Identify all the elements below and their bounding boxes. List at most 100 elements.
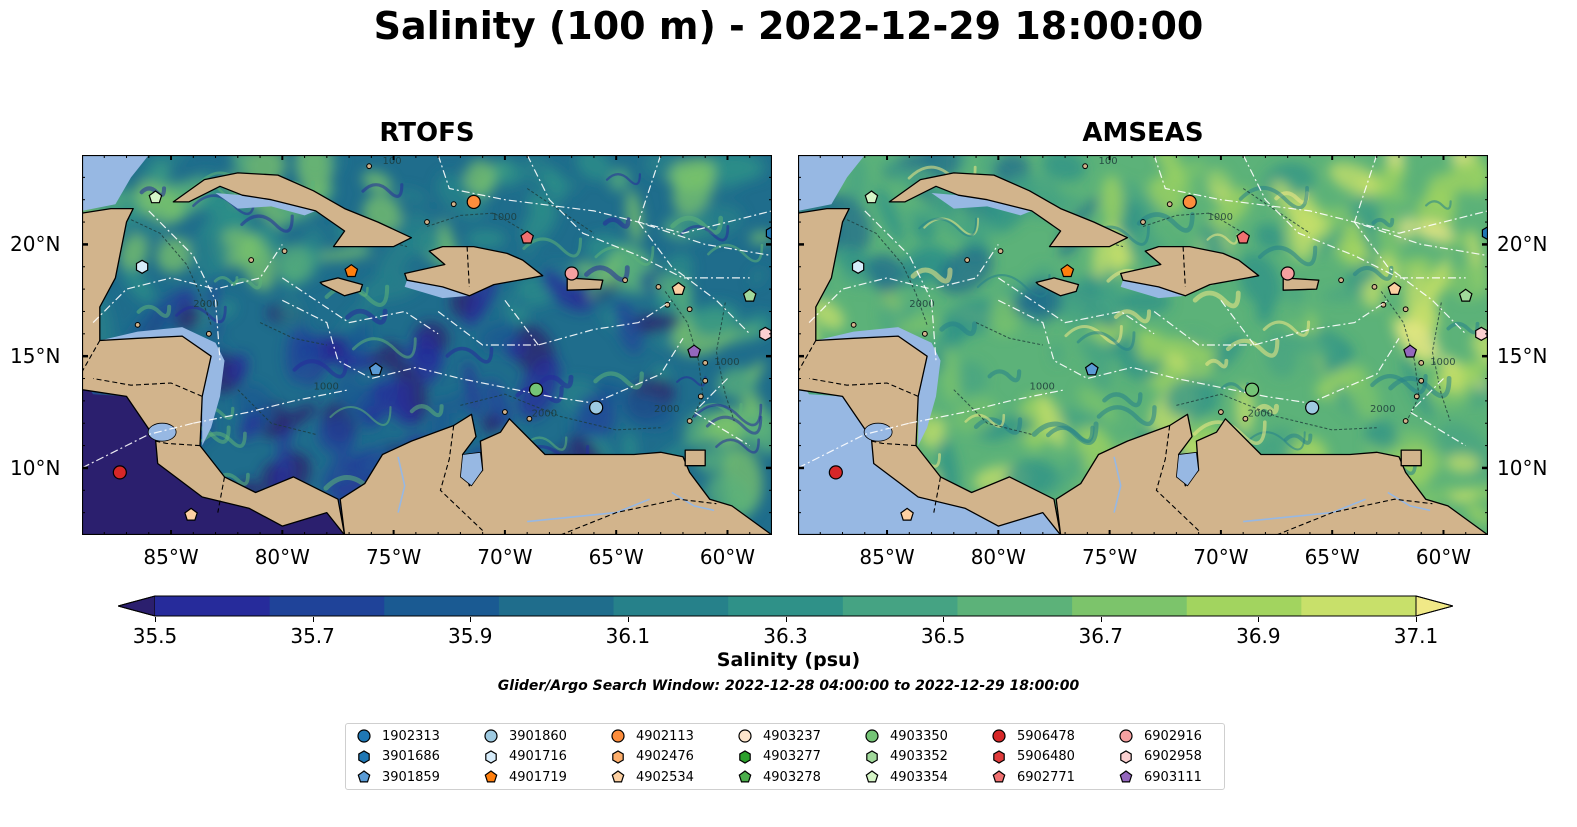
- depth-contour: [237, 389, 316, 435]
- contour-label: 1000: [1430, 357, 1455, 368]
- panel-title-rtofs: RTOFS: [379, 118, 475, 148]
- island: [686, 418, 693, 424]
- legend-label: 5906480: [1017, 749, 1075, 764]
- island: [1082, 163, 1089, 170]
- island: [1413, 393, 1420, 400]
- eez-boundary: [997, 277, 1155, 335]
- river: [1243, 498, 1366, 523]
- float-marker: [1280, 266, 1295, 281]
- river: [397, 456, 406, 513]
- legend-label: 4903237: [763, 728, 821, 744]
- legend-item: 3901686: [356, 747, 440, 767]
- country-border: [93, 377, 203, 397]
- legend-circle-icon: [611, 729, 625, 743]
- legend-marker: [866, 749, 878, 764]
- depth-contour: [1380, 291, 1420, 420]
- legend-pentagon-icon: [738, 770, 752, 783]
- depth-contour: [1176, 393, 1377, 431]
- float-marker: [742, 288, 757, 302]
- depth-contour: [460, 393, 661, 431]
- legend-label: 4901716: [509, 749, 567, 764]
- contour-label: 100: [382, 156, 401, 167]
- legend-label: 1902313: [382, 728, 440, 744]
- legend-label: 3901860: [509, 728, 567, 744]
- x-tick-label: 70°W: [1193, 545, 1249, 569]
- y-tick-label-left: 20°N: [10, 232, 61, 257]
- contour-label: 2000: [654, 404, 679, 415]
- colorbar-tick-label: 35.5: [132, 624, 178, 648]
- figure-title: Salinity (100 m) - 2022-12-29 18:00:00: [373, 4, 1204, 48]
- river: [1113, 456, 1122, 513]
- float-marker: [1182, 194, 1197, 210]
- shallow-shelf: [815, 327, 941, 446]
- legend-marker: [611, 729, 625, 743]
- x-tick-label: 65°W: [1304, 545, 1360, 569]
- legend-item: 5906480: [991, 747, 1075, 767]
- land-trinidad: [684, 449, 706, 467]
- contour-label: 2000: [193, 299, 218, 310]
- legend-item: 4903278: [737, 767, 821, 787]
- legend-marker: [992, 770, 1006, 783]
- island: [622, 277, 628, 284]
- x-tick-label: 85°W: [859, 545, 915, 569]
- eez-boundary: [909, 389, 1066, 424]
- contour-label: 100: [1098, 156, 1117, 167]
- colorbar-bin: [498, 596, 615, 616]
- colorbar-bin: [842, 596, 959, 616]
- land-central-america: [798, 207, 1062, 535]
- eez-boundary: [1220, 299, 1255, 346]
- float-marker: [589, 400, 604, 415]
- legend-marker: [739, 749, 751, 764]
- country-border: [809, 377, 919, 397]
- pacific-ocean: [82, 378, 345, 535]
- x-tick-label: 75°W: [365, 545, 422, 569]
- legend-label: 4903350: [890, 728, 948, 744]
- legend-label: 6902916: [1144, 728, 1202, 744]
- legend-label: 6903111: [1144, 769, 1202, 785]
- river: [1387, 491, 1431, 512]
- land-trinidad: [1400, 449, 1422, 467]
- land-south-america: [1055, 413, 1488, 535]
- legend-item: 6902771: [991, 767, 1075, 787]
- colorbar-tick-label: 36.9: [1236, 624, 1281, 648]
- float-marker: [148, 190, 163, 204]
- legend-hexagon-icon: [485, 749, 497, 764]
- float-marker: [671, 281, 686, 295]
- country-border: [798, 340, 817, 373]
- legend-marker: [612, 749, 624, 764]
- legend-label: 4903277: [763, 749, 821, 764]
- contour-label: 2000: [1248, 409, 1273, 420]
- eez-boundary: [281, 277, 439, 335]
- pacific-ocean: [798, 378, 1061, 535]
- float-marker: [687, 344, 702, 358]
- depth-contour: [259, 322, 327, 346]
- colorbar-tick-label: 37.1: [1393, 624, 1439, 648]
- island: [1418, 359, 1425, 366]
- x-tick-label: 80°W: [254, 545, 310, 569]
- contour-label: 1000: [1208, 212, 1233, 223]
- depth-contour: [715, 302, 735, 422]
- legend-pentagon-icon: [992, 770, 1006, 783]
- legend-label: 5906478: [1017, 728, 1075, 744]
- country-border: [155, 440, 201, 447]
- legend-marker: [611, 770, 625, 783]
- contour-label: 2000: [532, 409, 557, 420]
- country-border: [560, 498, 717, 535]
- legend-item: 3901860: [483, 726, 567, 746]
- eez-boundary: [282, 299, 684, 404]
- colorbar-bin: [1186, 596, 1302, 616]
- y-tick-label-left: 15°N: [10, 344, 61, 369]
- land-puerto-rico: [1282, 277, 1320, 291]
- legend-hexagon-icon: [612, 749, 624, 764]
- country-border: [1155, 425, 1199, 531]
- legend-item: 4901716: [483, 747, 567, 767]
- float-marker: [864, 190, 879, 204]
- island: [205, 330, 212, 337]
- legend-pentagon-icon: [484, 770, 498, 783]
- legend-marker: [484, 770, 498, 783]
- legend-item: 6902958: [1118, 747, 1202, 767]
- eez-boundary: [1354, 221, 1467, 335]
- island: [502, 409, 508, 415]
- eez-boundary: [504, 299, 539, 346]
- eez-boundary: [808, 244, 999, 324]
